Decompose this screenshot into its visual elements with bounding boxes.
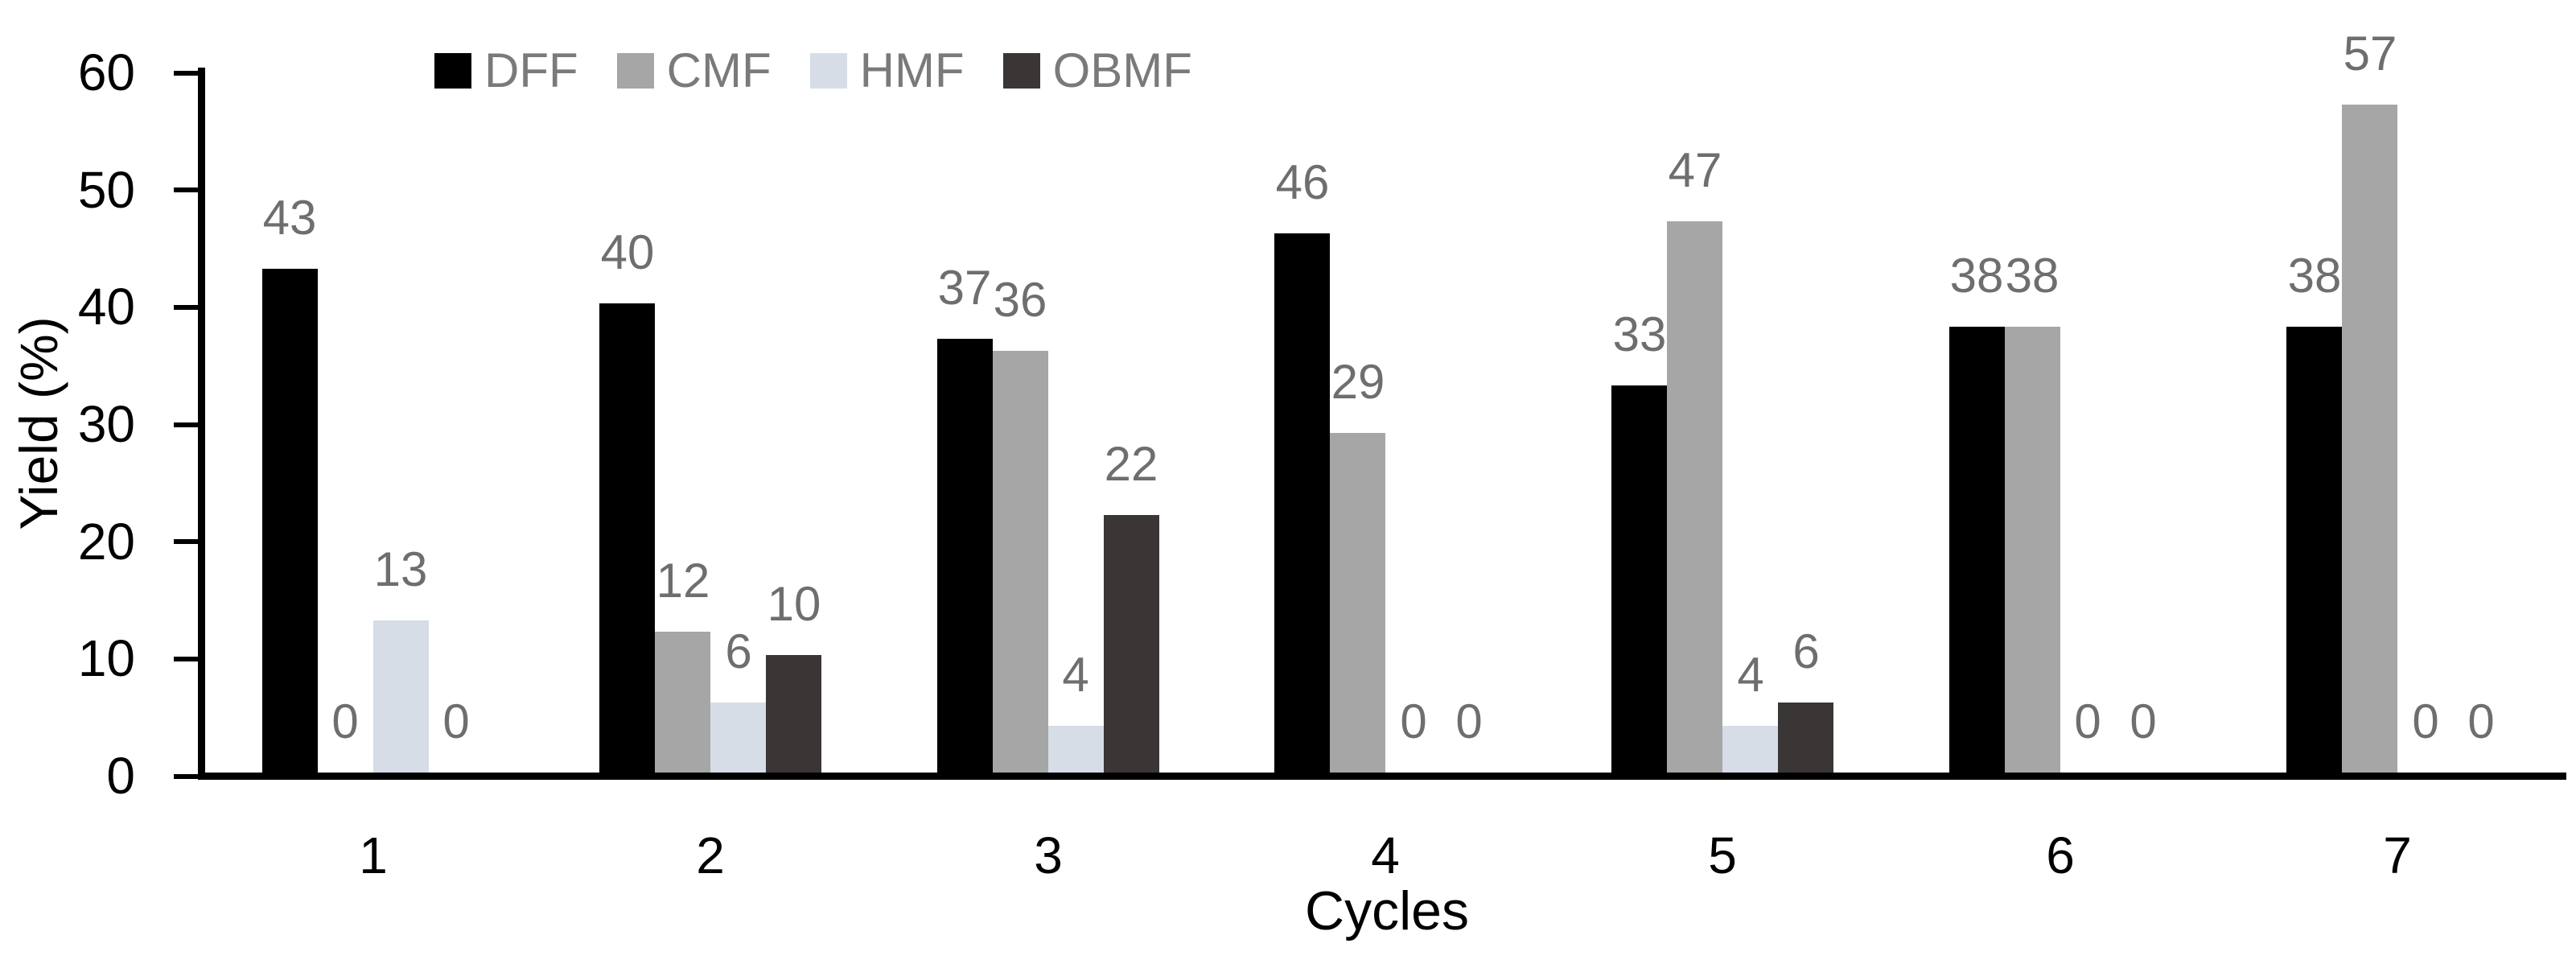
data-label: 38: [2287, 249, 2342, 303]
y-axis-line: [198, 68, 205, 780]
x-tick-label: 5: [1708, 826, 1737, 884]
data-label: 40: [600, 225, 655, 279]
bar-cmf: [1330, 433, 1385, 773]
data-label: 38: [1949, 249, 2004, 303]
bar-dff: [1274, 233, 1330, 773]
legend-label: HMF: [859, 43, 965, 97]
bar-dff: [599, 303, 655, 773]
x-tick-label: 4: [1371, 826, 1400, 884]
legend: DFF CMF HMF OBMF: [434, 42, 1192, 100]
data-label: 12: [656, 554, 710, 608]
y-tick-label: 10: [77, 629, 135, 687]
data-label: 22: [1104, 437, 1158, 491]
legend-swatch-hmf: [809, 53, 847, 89]
data-label: 36: [993, 273, 1047, 327]
data-label: 38: [2005, 249, 2060, 303]
bar-cmf: [1667, 221, 1722, 773]
bar-dff: [937, 339, 993, 773]
y-axis-tick: [174, 305, 198, 310]
data-label: 10: [767, 577, 821, 631]
bar-hmf: [1722, 726, 1778, 773]
y-axis-tick: [174, 187, 198, 192]
bar-dff: [2286, 327, 2342, 773]
data-label: 33: [1612, 307, 1667, 361]
y-axis-tick: [174, 539, 198, 544]
y-tick-label: 60: [77, 43, 135, 101]
legend-item-dff: DFF: [434, 47, 578, 95]
data-label: 4: [1062, 648, 1089, 702]
bar-cmf: [993, 351, 1048, 773]
data-label: 0: [2412, 694, 2439, 748]
data-label: 37: [937, 261, 992, 315]
y-tick-label: 40: [77, 278, 135, 336]
bar-hmf: [710, 703, 766, 773]
legend-label: CMF: [666, 43, 772, 97]
data-label: 29: [1331, 355, 1385, 409]
bar-dff: [1949, 327, 2005, 773]
data-label: 0: [331, 694, 359, 748]
bar-obmf: [1778, 703, 1833, 773]
data-label: 13: [373, 542, 428, 596]
y-tick-label: 50: [77, 161, 135, 219]
x-axis-title: Cycles: [1304, 880, 1470, 942]
legend-swatch-obmf: [1002, 53, 1040, 89]
x-tick-label: 7: [2383, 826, 2412, 884]
bar-hmf: [1048, 726, 1104, 773]
data-label: 43: [262, 191, 317, 245]
bar-obmf: [766, 655, 821, 773]
data-label: 46: [1275, 155, 1330, 209]
x-tick-label: 2: [696, 826, 725, 884]
y-tick-label: 20: [77, 513, 135, 571]
y-tick-label: 0: [106, 747, 135, 805]
legend-item-obmf: OBMF: [1002, 43, 1192, 97]
data-label: 4: [1737, 648, 1764, 702]
legend-label: OBMF: [1052, 43, 1192, 97]
data-label: 0: [442, 694, 470, 748]
data-label: 0: [2467, 694, 2495, 748]
y-axis-tick: [174, 71, 198, 76]
bar-dff: [262, 269, 318, 773]
data-label: 57: [2343, 27, 2397, 80]
x-tick-label: 1: [359, 826, 388, 884]
data-label: 0: [2130, 694, 2157, 748]
y-axis-tick: [174, 774, 198, 779]
x-tick-label: 6: [2046, 826, 2075, 884]
data-label: 0: [2074, 694, 2101, 748]
bar-cmf: [655, 632, 710, 773]
data-label: 0: [1400, 694, 1427, 748]
bar-cmf: [2005, 327, 2060, 773]
legend-swatch-dff: [434, 53, 471, 89]
y-axis-tick: [174, 422, 198, 427]
data-label: 0: [1455, 694, 1483, 748]
bar-hmf: [373, 620, 429, 773]
y-tick-label: 30: [77, 395, 135, 453]
data-label: 6: [1792, 624, 1820, 678]
y-axis-tick: [174, 657, 198, 661]
bar-cmf: [2342, 105, 2397, 773]
legend-item-hmf: HMF: [809, 43, 965, 97]
legend-label: DFF: [484, 43, 578, 97]
legend-item-cmf: CMF: [616, 43, 772, 97]
x-tick-label: 3: [1034, 826, 1063, 884]
bar-obmf: [1104, 515, 1159, 773]
bar-dff: [1611, 385, 1667, 773]
x-axis-line: [198, 773, 2566, 780]
legend-swatch-cmf: [616, 53, 654, 89]
data-label: 6: [725, 624, 752, 678]
data-label: 47: [1668, 143, 1722, 197]
